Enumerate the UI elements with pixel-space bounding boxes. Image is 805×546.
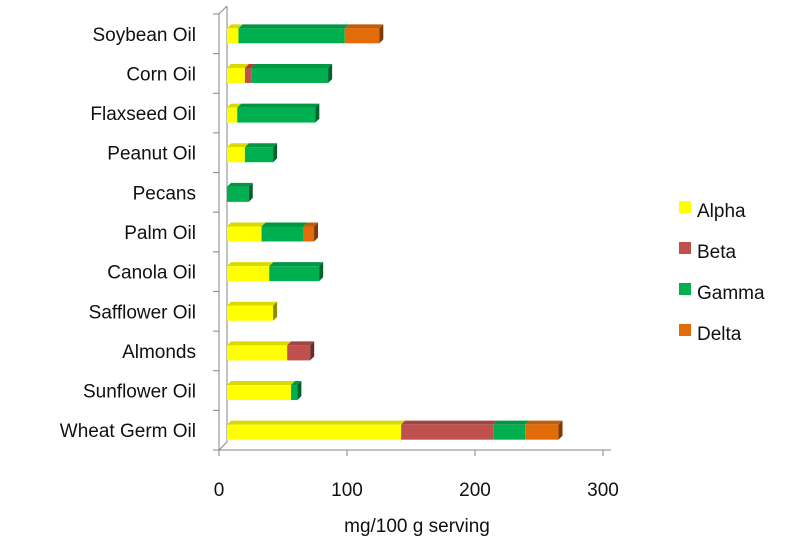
bar-end-cap <box>310 341 315 361</box>
bar-segment-top-beta <box>401 420 498 425</box>
bar-segment-top-alpha <box>227 143 249 148</box>
y-axis-depth-line <box>218 441 228 451</box>
bar-segment-top-delta <box>525 420 563 425</box>
bar-segment-top-alpha <box>227 262 274 267</box>
category-label: Canola Oil <box>107 263 196 284</box>
bar-end-cap <box>273 143 278 163</box>
bar-segment-top-alpha <box>227 103 242 108</box>
bar-segment-alpha <box>227 67 245 83</box>
bar-segment-gamma <box>251 67 329 83</box>
bar-end-cap <box>315 103 320 123</box>
category-label: Sunflower Oil <box>83 382 196 403</box>
bar-segment-top-beta <box>287 341 315 346</box>
bar-end-cap <box>248 182 253 202</box>
x-axis-ticks: 0 100 200 300 <box>214 450 619 501</box>
bar-segment-top-gamma <box>227 182 253 187</box>
legend: Alpha Beta Gamma Delta <box>679 201 765 345</box>
x-tick-label: 200 <box>459 480 491 501</box>
bar-segment-alpha <box>227 226 262 242</box>
legend-label-gamma: Gamma <box>697 283 765 304</box>
bar-end-cap <box>297 381 302 401</box>
bar-segment-top-gamma <box>238 24 349 29</box>
category-label: Soybean Oil <box>92 25 196 46</box>
bar-segment-top-delta <box>303 222 319 227</box>
legend-swatch-gamma <box>679 283 691 295</box>
bar-segment-top-alpha <box>227 222 266 227</box>
y-axis-depth-top-line <box>218 5 228 15</box>
bar-segment-alpha <box>227 28 239 44</box>
bar-segment-beta <box>401 424 494 440</box>
bar-end-cap <box>314 222 319 242</box>
category-label: Palm Oil <box>124 223 196 244</box>
bar-segment-gamma <box>269 266 320 282</box>
bar-segment-alpha <box>227 107 238 123</box>
legend-label-delta: Delta <box>697 324 742 345</box>
bar-segment-gamma <box>261 226 304 242</box>
bar-end-cap <box>319 262 324 282</box>
bars <box>227 24 563 440</box>
legend-swatch-alpha <box>679 201 691 213</box>
bar-segment-delta <box>344 28 380 44</box>
legend-label-alpha: Alpha <box>697 201 746 222</box>
category-label: Flaxseed Oil <box>90 104 196 125</box>
bar-segment-top-beta <box>244 63 256 68</box>
bar-segment-top-gamma <box>269 262 324 267</box>
bar-segment-top-gamma <box>493 420 530 425</box>
bar-segment-top-gamma <box>237 103 320 108</box>
bar-segment-alpha <box>227 266 270 282</box>
x-tick-label: 100 <box>331 480 363 501</box>
x-tick-label: 300 <box>587 480 619 501</box>
category-label: Peanut Oil <box>107 144 196 165</box>
bar-segment-gamma <box>227 186 249 202</box>
bar-end-cap <box>379 24 384 44</box>
bar-segment-top-alpha <box>227 301 278 306</box>
bar-segment-beta <box>244 67 252 83</box>
x-tick-label: 0 <box>214 480 225 501</box>
bar-segment-top-gamma <box>291 381 302 386</box>
bar-segment-alpha <box>227 305 274 321</box>
bar-segment-top-gamma <box>251 63 333 68</box>
category-label: Wheat Germ Oil <box>60 421 196 442</box>
bar-segment-beta <box>287 345 311 361</box>
category-label: Almonds <box>122 342 196 363</box>
category-label: Safflower Oil <box>89 302 196 323</box>
bar-segment-gamma <box>237 107 316 123</box>
bar-segment-delta <box>303 226 315 242</box>
bar-segment-alpha <box>227 385 291 401</box>
bar-segment-top-alpha <box>227 420 406 425</box>
category-label: Pecans <box>133 183 196 204</box>
bar-end-cap <box>273 301 278 321</box>
bar-segment-top-alpha <box>227 341 292 346</box>
bar-segment-delta <box>525 424 559 440</box>
bar-end-cap <box>558 420 563 440</box>
x-axis-title: mg/100 g serving <box>344 516 490 537</box>
bar-end-cap <box>328 63 333 83</box>
bar-segment-top-alpha <box>227 24 243 29</box>
bar-segment-gamma <box>291 385 298 401</box>
bar-segment-gamma <box>493 424 526 440</box>
bar-segment-top-delta <box>344 24 384 29</box>
bar-segment-gamma <box>238 28 345 44</box>
bar-segment-top-gamma <box>244 143 278 148</box>
bar-segment-alpha <box>227 147 245 163</box>
legend-label-beta: Beta <box>697 242 737 263</box>
bar-segment-top-alpha <box>227 381 295 386</box>
bar-segment-gamma <box>244 147 274 163</box>
category-labels: Soybean Oil Corn Oil Flaxseed Oil Peanut Oi… <box>60 13 219 451</box>
category-label: Corn Oil <box>126 64 196 85</box>
bar-segment-alpha <box>227 345 288 361</box>
bar-segment-top-gamma <box>261 222 308 227</box>
bar-segment-top-alpha <box>227 63 249 68</box>
legend-swatch-delta <box>679 324 691 336</box>
legend-swatch-beta <box>679 242 691 254</box>
bar-segment-alpha <box>227 424 402 440</box>
